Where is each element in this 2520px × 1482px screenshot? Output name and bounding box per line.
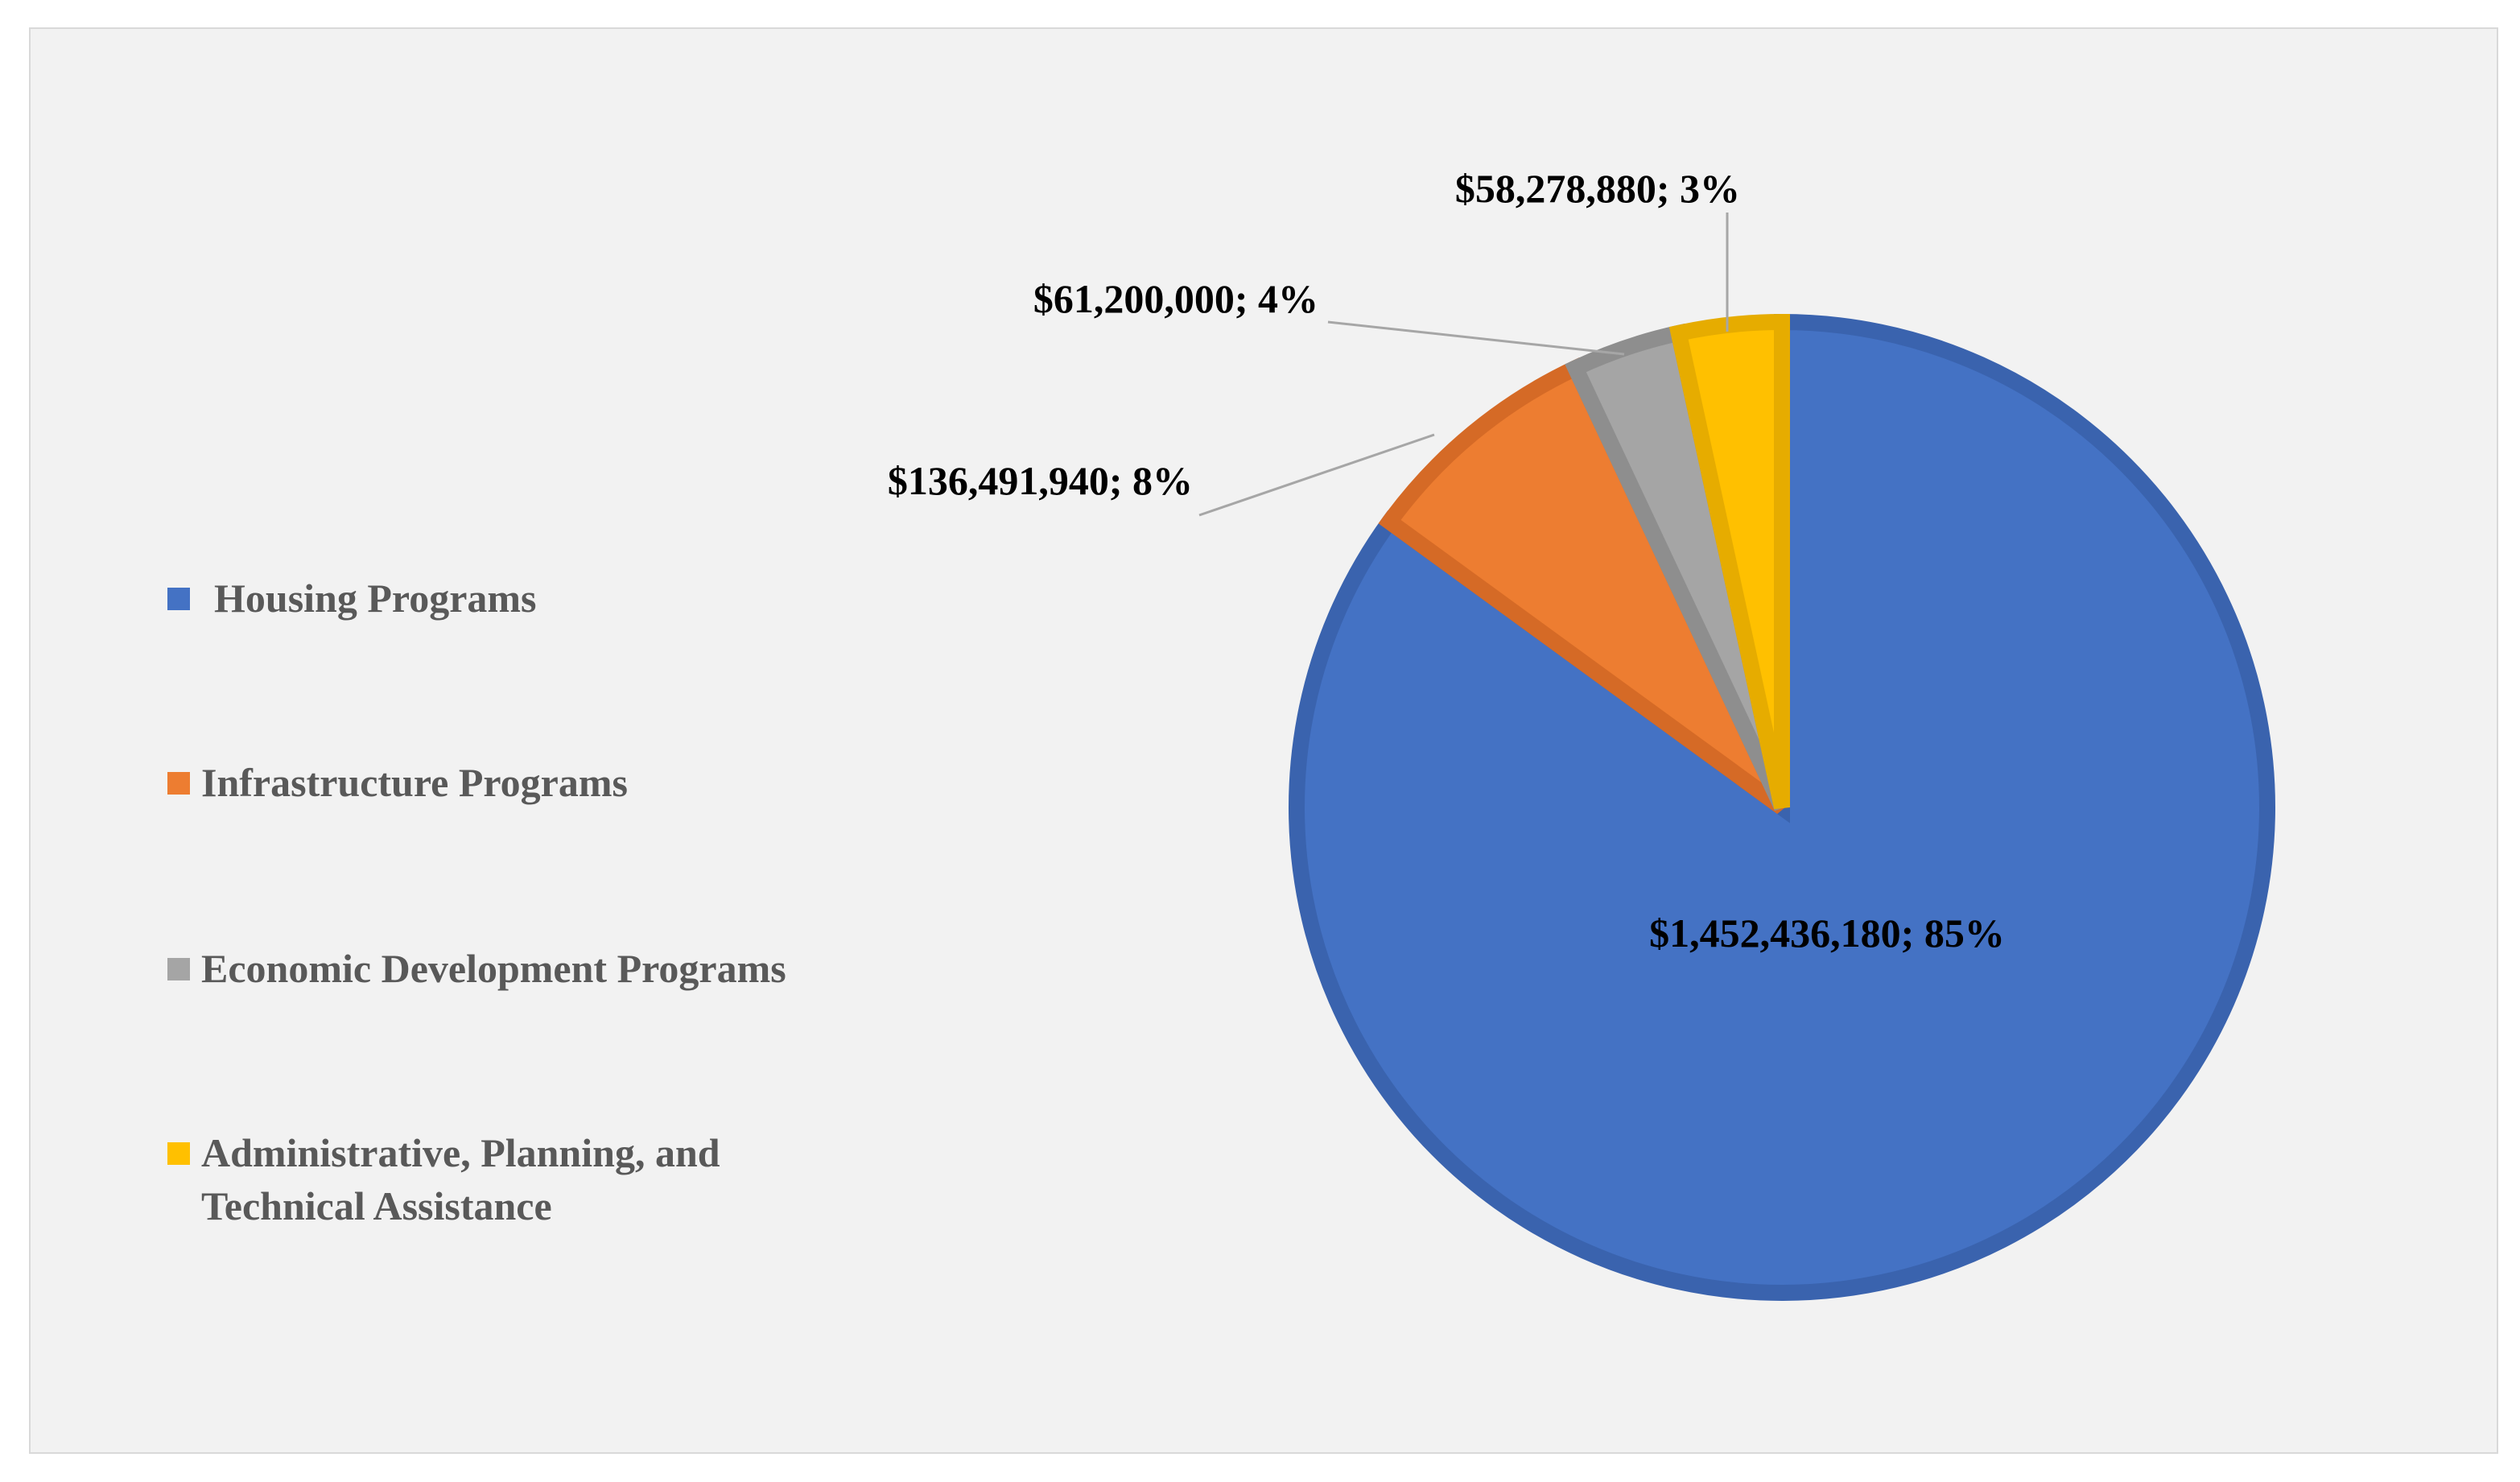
legend-swatch-3 — [167, 958, 190, 980]
data-label-1: $1,452,436,180; 85% — [1649, 910, 2005, 956]
legend-label-4-line-2: Technical Assistance — [201, 1183, 552, 1228]
leader-lines-layer — [1198, 213, 1729, 517]
legend-swatch-1 — [167, 588, 190, 610]
legend: Housing Programs Infrastructure Programs E… — [167, 576, 786, 1228]
legend-label-2: Infrastructure Programs — [201, 760, 628, 805]
slices-layer — [1289, 313, 2275, 1301]
data-label-4: $58,278,880; 3% — [1455, 166, 1740, 211]
leader-line-2 — [1198, 433, 1435, 517]
legend-label-4-line-1: Administrative, Planning, and — [201, 1130, 720, 1175]
pie-chart: $1,452,436,180; 85% $136,491,940; 8% $61,2… — [167, 166, 2275, 1301]
legend-item-3: Economic Development Programs — [167, 946, 786, 991]
chart-area: $1,452,436,180; 85% $136,491,940; 8% $61,2… — [29, 27, 2498, 1454]
legend-item-2: Infrastructure Programs — [167, 760, 628, 805]
legend-item-1: Housing Programs — [167, 576, 537, 621]
data-labels-layer: $1,452,436,180; 85% $136,491,940; 8% $61,2… — [888, 166, 2005, 956]
leader-line-3 — [1327, 320, 1625, 356]
legend-swatch-4 — [167, 1142, 190, 1165]
legend-swatch-2 — [167, 772, 190, 795]
legend-label-1: Housing Programs — [214, 576, 537, 621]
data-label-2: $136,491,940; 8% — [888, 458, 1193, 503]
data-label-3: $61,200,000; 4% — [1033, 276, 1318, 321]
legend-label-3: Economic Development Programs — [201, 946, 786, 991]
pie-slice-2 — [1378, 357, 1790, 815]
pie-slice-4 — [1668, 313, 1790, 810]
legend-item-4: Administrative, Planning, and Technical A… — [167, 1130, 720, 1228]
